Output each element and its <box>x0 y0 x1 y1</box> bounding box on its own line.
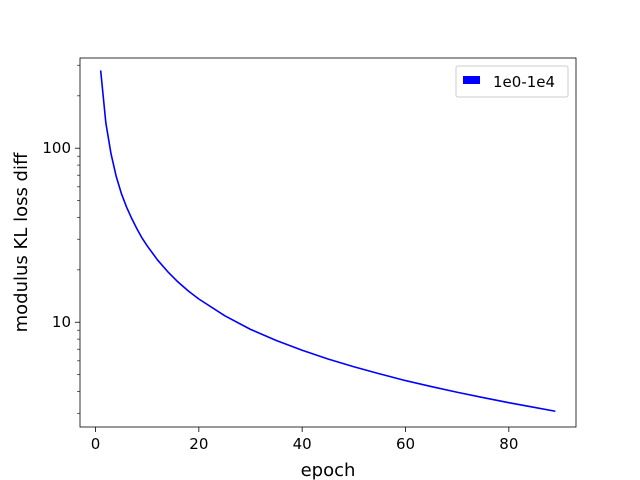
legend-swatch <box>463 76 480 84</box>
legend-label: 1e0-1e4 <box>493 73 555 91</box>
y-tick-label: 100 <box>42 139 71 157</box>
legend-frame <box>455 65 569 98</box>
series-line-0 <box>99 70 556 413</box>
series-layer <box>99 70 556 413</box>
x-tick-label: 0 <box>91 435 101 453</box>
legend: 1e0-1e4 <box>455 65 569 98</box>
x-tick-label: 80 <box>499 435 518 453</box>
y-axis: 10 100 <box>42 64 80 414</box>
x-axis-label: epoch <box>301 460 356 480</box>
x-axis: 0 20 40 60 80 <box>91 427 518 453</box>
x-tick-label: 20 <box>189 435 208 453</box>
x-tick-label: 40 <box>293 435 312 453</box>
plot-area-frame <box>79 57 577 428</box>
x-tick-label: 60 <box>396 435 415 453</box>
y-axis-label: modulus KL loss diff <box>11 152 32 332</box>
y-tick-label: 10 <box>52 313 71 331</box>
